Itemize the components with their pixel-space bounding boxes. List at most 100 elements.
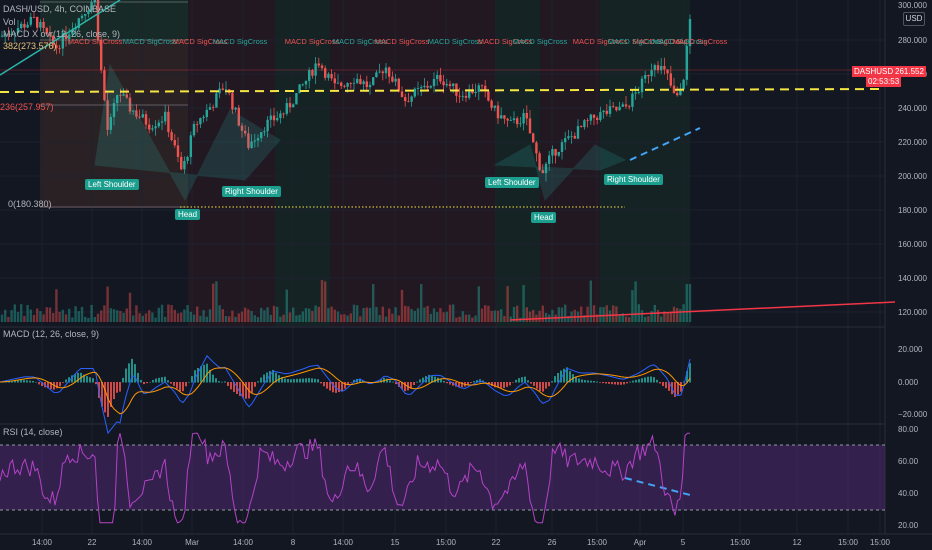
volume-bar <box>244 307 247 322</box>
candle-body <box>23 23 26 28</box>
hs-pattern-2[interactable] <box>493 144 627 202</box>
neckline[interactable] <box>0 88 886 93</box>
left-shoulder-label-2[interactable]: Left Shoulder <box>485 177 539 188</box>
trendline-cyan[interactable] <box>0 0 121 76</box>
right-shoulder-label-2[interactable]: Right Shoulder <box>604 174 663 185</box>
candle-body <box>346 83 349 87</box>
macd-tick-label: 20.000 <box>898 345 923 354</box>
volume-bar <box>141 315 144 322</box>
red-trendline[interactable] <box>509 301 896 321</box>
volume-bar <box>346 315 349 322</box>
candle-body <box>55 45 58 48</box>
macd-histogram-bar <box>17 380 19 383</box>
volume-bar <box>173 309 176 322</box>
time-tick-label: 12 <box>793 538 802 547</box>
macd-histogram-bar <box>32 380 34 383</box>
candle-body <box>304 80 308 85</box>
left-shoulder-label-1[interactable]: Left Shoulder <box>85 179 139 190</box>
volume-bar <box>199 315 202 322</box>
volume-bar <box>618 314 621 322</box>
hs-pattern-1[interactable] <box>94 63 281 202</box>
macd-histogram-bar <box>380 379 382 383</box>
volume-bar <box>7 316 10 322</box>
macd-histogram-bar <box>506 382 508 387</box>
candle-body <box>432 78 436 87</box>
macd-histogram-bar <box>524 376 526 383</box>
price-axis[interactable]: 280.000260.000240.000220.000200.000180.0… <box>898 1 928 530</box>
candle-body <box>618 106 621 111</box>
macd-histogram-bar <box>263 374 265 383</box>
current-price-symbol[interactable]: DASHUSD <box>852 66 896 77</box>
price-rising-trend[interactable] <box>629 127 701 161</box>
rsi-pane-label[interactable]: RSI (14, close) <box>3 427 63 437</box>
macd-histogram-bar <box>578 378 580 383</box>
candle-body <box>324 68 327 78</box>
vol-label[interactable]: Vol <box>3 17 16 27</box>
macd-histogram-bar <box>455 382 457 387</box>
time-axis[interactable]: 14:00 22 14:00 Mar 14:00 8 14:00 15 15:00 22 26 15:… <box>32 538 891 547</box>
symbol-title[interactable]: DASH/USD, 4h, COINBASE <box>3 4 117 14</box>
macd-histogram-bar <box>47 382 49 389</box>
candle-body <box>672 85 676 94</box>
macd-pane-label[interactable]: MACD (12, 26, close, 9) <box>3 329 100 339</box>
macd-signal-label: MACD SigCross <box>513 37 568 46</box>
candle-body <box>416 88 420 89</box>
macd-histogram-bar <box>545 382 547 389</box>
head-label-2[interactable]: Head <box>531 212 557 223</box>
head-label-1[interactable]: Head <box>175 209 201 220</box>
macd-histogram-bar <box>593 380 595 383</box>
volume-bar <box>202 310 205 322</box>
macd-histogram-bar <box>359 378 361 383</box>
volume-bar <box>260 307 263 322</box>
candle-body <box>628 106 631 108</box>
macd-signal-label: MACD SigCross <box>673 37 728 46</box>
candle-body <box>36 16 39 28</box>
macd-histogram-bar <box>158 377 160 383</box>
macd-histogram-bar <box>473 381 475 383</box>
candle-body <box>541 170 544 174</box>
macd-cross-label[interactable]: MACD X ovr(12, 26, close, 9) <box>3 29 121 39</box>
candle-body <box>340 82 343 86</box>
macd-histogram-bar <box>296 378 298 383</box>
current-price-value[interactable]: 261.552 <box>893 66 926 77</box>
macd-histogram-bar <box>62 382 64 383</box>
volume-bar <box>375 306 378 322</box>
candle-body <box>679 89 682 96</box>
macd-histogram-bar <box>182 382 184 392</box>
volume-bar <box>621 313 624 322</box>
macd-histogram-bar <box>101 382 103 407</box>
macd-histogram-bar <box>623 382 625 385</box>
candle-body <box>330 73 333 79</box>
candle-body <box>544 163 548 174</box>
volume-bar <box>288 312 292 322</box>
volume-bar <box>637 304 640 322</box>
macd-histogram-bar <box>218 381 220 383</box>
macd-histogram-bar <box>56 382 58 389</box>
macd-histogram-bar <box>272 369 274 383</box>
candle-body <box>58 47 61 49</box>
candle-body <box>221 88 224 90</box>
macd-histogram-bar <box>386 378 388 383</box>
candle-body <box>602 110 605 113</box>
macd-histogram-bar <box>362 380 364 383</box>
macd-histogram-bar <box>341 382 343 392</box>
candle-body <box>170 132 173 141</box>
candle-body <box>528 118 532 134</box>
volume-bar <box>640 310 644 322</box>
time-tick-label: 14:00 <box>233 538 254 547</box>
right-shoulder-label-1[interactable]: Right Shoulder <box>222 186 281 197</box>
macd-histogram-bar <box>527 380 529 383</box>
volume-bar <box>685 284 688 322</box>
volume-bar <box>413 310 416 322</box>
volume-bar <box>32 314 36 322</box>
macd-histogram-bar <box>242 382 244 398</box>
macd-histogram-bar <box>41 382 43 386</box>
candle-body <box>663 66 666 70</box>
macd-histogram-bar <box>14 380 16 383</box>
candle-body <box>77 18 80 28</box>
currency-button[interactable]: USD <box>903 12 925 26</box>
macd-histogram-bar <box>68 377 70 383</box>
candle-body <box>429 86 432 88</box>
candle-body <box>224 89 228 91</box>
